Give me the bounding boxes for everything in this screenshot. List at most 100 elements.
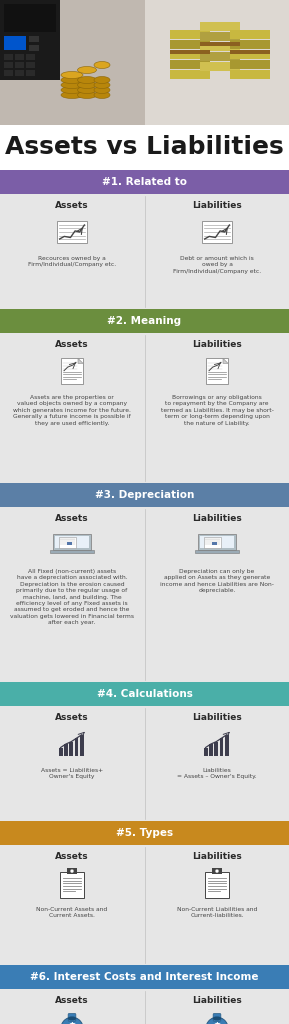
Text: $: $ <box>68 1022 76 1024</box>
FancyBboxPatch shape <box>68 1014 76 1021</box>
Ellipse shape <box>77 91 97 98</box>
Ellipse shape <box>213 1017 221 1021</box>
Bar <box>0 309 289 333</box>
Bar <box>4 62 13 68</box>
Bar <box>200 42 240 46</box>
Text: All Fixed (non-current) assets
have a depreciation associated with.
Depreciation: All Fixed (non-current) assets have a de… <box>10 569 134 626</box>
Bar <box>230 50 270 54</box>
Bar <box>200 22 240 31</box>
Ellipse shape <box>77 77 97 84</box>
Ellipse shape <box>61 91 83 98</box>
Text: Liabilities: Liabilities <box>192 713 242 722</box>
Text: #4. Calculations: #4. Calculations <box>97 689 192 699</box>
Bar <box>0 0 145 125</box>
Bar <box>170 70 210 79</box>
Bar <box>75 738 78 756</box>
Ellipse shape <box>68 1017 76 1021</box>
Text: Liabilities: Liabilities <box>192 340 242 349</box>
Ellipse shape <box>61 72 83 79</box>
Text: Assets vs Liabilities: Assets vs Liabilities <box>5 135 284 160</box>
Bar <box>200 537 234 549</box>
Ellipse shape <box>94 91 110 98</box>
Circle shape <box>70 869 74 873</box>
Bar <box>230 70 270 79</box>
Bar <box>4 54 13 60</box>
Ellipse shape <box>61 82 83 88</box>
Polygon shape <box>223 358 228 364</box>
Bar <box>29 45 39 51</box>
Bar <box>26 54 35 60</box>
Bar <box>15 70 24 76</box>
Bar <box>4 70 13 76</box>
Bar <box>170 30 210 39</box>
Bar <box>204 748 208 756</box>
Text: Liabilities: Liabilities <box>192 996 242 1005</box>
Bar <box>195 551 239 553</box>
Bar <box>69 741 73 756</box>
Polygon shape <box>78 358 83 364</box>
Bar <box>67 543 72 545</box>
Bar <box>0 682 289 706</box>
Text: Depreciation can only be
applied on Assets as they generate
income and hence Lia: Depreciation can only be applied on Asse… <box>160 569 274 593</box>
Text: Assets: Assets <box>55 713 89 722</box>
Bar <box>200 42 240 51</box>
Bar <box>145 0 289 125</box>
Text: Borrowings or any obligations
to repayment by the Company are
termed as Liabilit: Borrowings or any obligations to repayme… <box>161 395 273 426</box>
Circle shape <box>215 869 219 873</box>
Bar <box>0 194 289 309</box>
Bar <box>55 537 89 549</box>
Bar <box>230 50 270 59</box>
Bar <box>26 70 35 76</box>
Ellipse shape <box>77 82 97 88</box>
Text: #6. Interest Costs and Interest Income: #6. Interest Costs and Interest Income <box>30 972 259 982</box>
Text: Assets: Assets <box>55 852 89 861</box>
Bar <box>212 543 217 545</box>
Bar <box>80 734 84 756</box>
Bar <box>230 30 270 39</box>
Bar <box>0 0 289 125</box>
Bar <box>170 50 210 54</box>
Bar <box>170 60 210 69</box>
Bar <box>64 744 68 756</box>
Bar <box>15 54 24 60</box>
Bar <box>4 4 56 32</box>
Bar <box>0 965 289 989</box>
Bar <box>53 535 90 551</box>
Bar <box>220 738 223 756</box>
Bar <box>214 741 218 756</box>
Ellipse shape <box>77 67 97 74</box>
Bar <box>202 221 232 243</box>
Bar <box>230 60 270 69</box>
Text: Non-Current Assets and
Current Assets.: Non-Current Assets and Current Assets. <box>36 907 108 919</box>
Text: #3. Depreciation: #3. Depreciation <box>95 490 194 500</box>
Bar <box>0 845 289 965</box>
Bar <box>200 62 240 71</box>
Ellipse shape <box>94 77 110 84</box>
Text: #5. Types: #5. Types <box>116 828 173 838</box>
Bar <box>199 535 236 551</box>
Bar <box>0 483 289 507</box>
Bar <box>59 748 62 756</box>
Bar <box>206 358 228 384</box>
Text: $: $ <box>213 1022 221 1024</box>
Bar <box>170 50 210 59</box>
Text: Liabilities: Liabilities <box>192 852 242 861</box>
Bar <box>0 333 289 483</box>
Ellipse shape <box>94 86 110 93</box>
Ellipse shape <box>61 77 83 84</box>
Bar <box>4 36 26 50</box>
Bar <box>200 32 240 41</box>
Bar <box>0 989 289 1024</box>
Text: #2. Meaning: #2. Meaning <box>108 316 181 326</box>
Text: Assets: Assets <box>55 201 89 210</box>
Bar <box>59 537 76 548</box>
Bar <box>204 537 221 548</box>
Ellipse shape <box>61 1017 83 1024</box>
Ellipse shape <box>94 82 110 88</box>
Bar <box>0 706 289 821</box>
Bar <box>60 872 84 898</box>
Ellipse shape <box>94 61 110 69</box>
Text: Assets: Assets <box>55 514 89 523</box>
Text: Assets: Assets <box>55 340 89 349</box>
Bar <box>50 551 94 553</box>
